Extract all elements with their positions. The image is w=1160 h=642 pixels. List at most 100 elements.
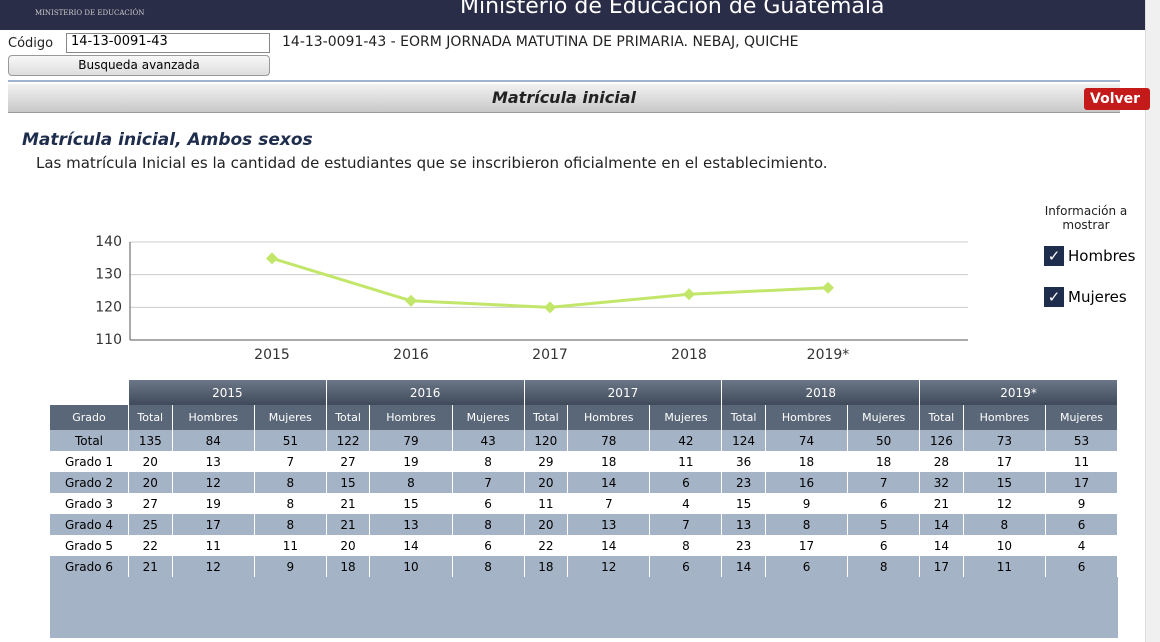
cell: 23 [721, 472, 766, 493]
cell: 19 [369, 451, 453, 472]
cell: 5 [847, 514, 921, 535]
panel-title: Matrícula inicial [491, 88, 637, 107]
school-name: 14-13-0091-43 - EORM JORNADA MATUTINA DE… [282, 34, 799, 50]
advanced-search-button[interactable]: Busqueda avanzada [8, 55, 270, 76]
option-mujeres[interactable]: ✓ Mujeres [1044, 287, 1127, 307]
section-title: Matrícula inicial, Ambos sexos [22, 130, 313, 150]
cell: 4 [1045, 535, 1118, 556]
cell: 12 [963, 493, 1047, 514]
sub-header: Mujeres [649, 405, 723, 430]
data-row: Grado 1 20 13 7 27 19 8 29 18 11 36 18 18 28 17 11 [50, 451, 1118, 472]
cell: 28 [919, 451, 964, 472]
cell: 14 [721, 556, 766, 577]
cell: 14 [567, 472, 651, 493]
cell: 79 [369, 430, 453, 451]
cell: 7 [649, 514, 723, 535]
divider [8, 80, 1120, 82]
cell: 18 [765, 451, 849, 472]
cell: 4 [649, 493, 723, 514]
cell: 23 [721, 535, 766, 556]
cell: 84 [172, 430, 255, 451]
ministry-label: MINISTERIO DE EDUCACIÓN [35, 9, 145, 17]
cell: 8 [649, 535, 723, 556]
cell: 8 [452, 451, 525, 472]
cell: 17 [963, 451, 1047, 472]
data-row: Grado 4 25 17 8 21 13 8 20 13 7 13 8 5 14 8 6 [50, 514, 1118, 535]
cell: 7 [452, 472, 525, 493]
option-hombres[interactable]: ✓ Hombres [1044, 246, 1135, 266]
cell: 14 [567, 535, 651, 556]
cell: 11 [963, 556, 1047, 577]
cell: 18 [326, 556, 371, 577]
cell: 18 [847, 451, 921, 472]
cell: 9 [1045, 493, 1118, 514]
cell: 6 [765, 556, 849, 577]
point [683, 288, 695, 301]
cell: 6 [452, 535, 525, 556]
options-heading: Información a mostrar [1044, 204, 1128, 232]
cell: 21 [326, 514, 371, 535]
y-tick-label: 140 [95, 234, 122, 250]
cell: 11 [649, 451, 723, 472]
cell: 74 [765, 430, 849, 451]
data-row: Total 135 84 51 122 79 43 120 78 42 124 74 50 126 73 53 [50, 430, 1118, 451]
cell: 27 [128, 493, 173, 514]
cell: 8 [452, 514, 525, 535]
cell: 10 [369, 556, 453, 577]
cell: 11 [1045, 451, 1118, 472]
row-label: Grado 4 [50, 514, 129, 535]
year-header: 2015 [128, 380, 327, 405]
sub-header: Total [128, 405, 173, 430]
cell: 7 [567, 493, 651, 514]
x-tick-label: 2017 [532, 347, 568, 363]
cell: 6 [1045, 514, 1118, 535]
code-input[interactable]: 14-13-0091-43 [66, 33, 270, 53]
sub-header: Hombres [963, 405, 1047, 430]
cell: 21 [919, 493, 964, 514]
cell: 42 [649, 430, 723, 451]
sub-header: Total [721, 405, 766, 430]
cell: 22 [128, 535, 173, 556]
cell: 14 [369, 535, 453, 556]
cell: 6 [1045, 556, 1118, 577]
x-tick-label: 2015 [254, 347, 290, 363]
back-button[interactable]: Volver [1084, 88, 1150, 110]
x-tick-label: 2016 [393, 347, 429, 363]
grado-header: Grado [50, 405, 129, 430]
cell: 8 [254, 514, 327, 535]
cell: 20 [326, 535, 371, 556]
row-label: Grado 6 [50, 556, 129, 577]
y-tick-label: 110 [95, 332, 122, 348]
cell: 12 [172, 556, 255, 577]
sub-header: Total [326, 405, 371, 430]
cell: 15 [369, 493, 453, 514]
sub-header: Mujeres [452, 405, 525, 430]
cell: 50 [847, 430, 921, 451]
data-row: Grado 2 20 12 8 15 8 7 20 14 6 23 16 7 32 15 17 [50, 472, 1118, 493]
code-label: Código [8, 36, 54, 51]
sub-header: Total [524, 405, 569, 430]
year-header-row: 2015 2016 2017 2018 2019* [50, 380, 1118, 405]
cell: 17 [172, 514, 255, 535]
cell: 27 [326, 451, 371, 472]
cell: 16 [765, 472, 849, 493]
cell: 13 [172, 451, 255, 472]
sub-header: Mujeres [254, 405, 327, 430]
cell: 7 [847, 472, 921, 493]
row-label: Grado 2 [50, 472, 129, 493]
cell: 8 [254, 493, 327, 514]
cell: 6 [649, 472, 723, 493]
cell: 32 [919, 472, 964, 493]
cell: 18 [567, 451, 651, 472]
cell: 15 [326, 472, 371, 493]
cell: 8 [452, 556, 525, 577]
cell: 11 [172, 535, 255, 556]
cell: 25 [128, 514, 173, 535]
cell: 36 [721, 451, 766, 472]
cell: 20 [524, 472, 569, 493]
cell: 14 [919, 535, 964, 556]
cell: 14 [919, 514, 964, 535]
cell: 6 [649, 556, 723, 577]
sub-header: Mujeres [1045, 405, 1118, 430]
scrollbar[interactable] [1145, 0, 1160, 642]
